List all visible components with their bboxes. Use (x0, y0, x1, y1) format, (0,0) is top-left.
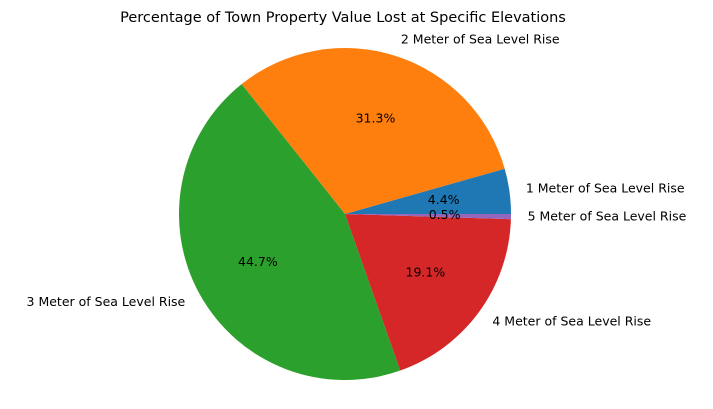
pie-category-label-3: 3 Meter of Sea Level Rise (27, 294, 186, 309)
pie-pct-label-5: 0.5% (429, 207, 461, 222)
pie-slice-3 (178, 84, 401, 381)
pie-pct-label-2: 31.3% (356, 111, 396, 126)
pie-category-label-4: 4 Meter of Sea Level Rise (492, 313, 651, 328)
pie-category-label-2: 2 Meter of Sea Level Rise (401, 32, 560, 47)
chart-title: Percentage of Town Property Value Lost a… (120, 10, 566, 26)
pie-slice-4 (345, 214, 511, 371)
pie-category-label-1: 1 Meter of Sea Level Rise (526, 180, 685, 195)
pie-slice-1 (345, 168, 511, 214)
pie-category-label-5: 5 Meter of Sea Level Rise (528, 208, 687, 223)
pie-pct-label-1: 4.4% (428, 192, 460, 207)
pie-slice-5 (345, 214, 511, 220)
pie-slice-2 (241, 48, 505, 214)
pie-pct-label-3: 44.7% (238, 254, 278, 269)
pie-labels: 4.4% 1 Meter of Sea Level Rise 31.3% 2 Mete… (27, 32, 687, 329)
pie-slices (178, 48, 511, 381)
pie-pct-label-4: 19.1% (406, 264, 446, 279)
